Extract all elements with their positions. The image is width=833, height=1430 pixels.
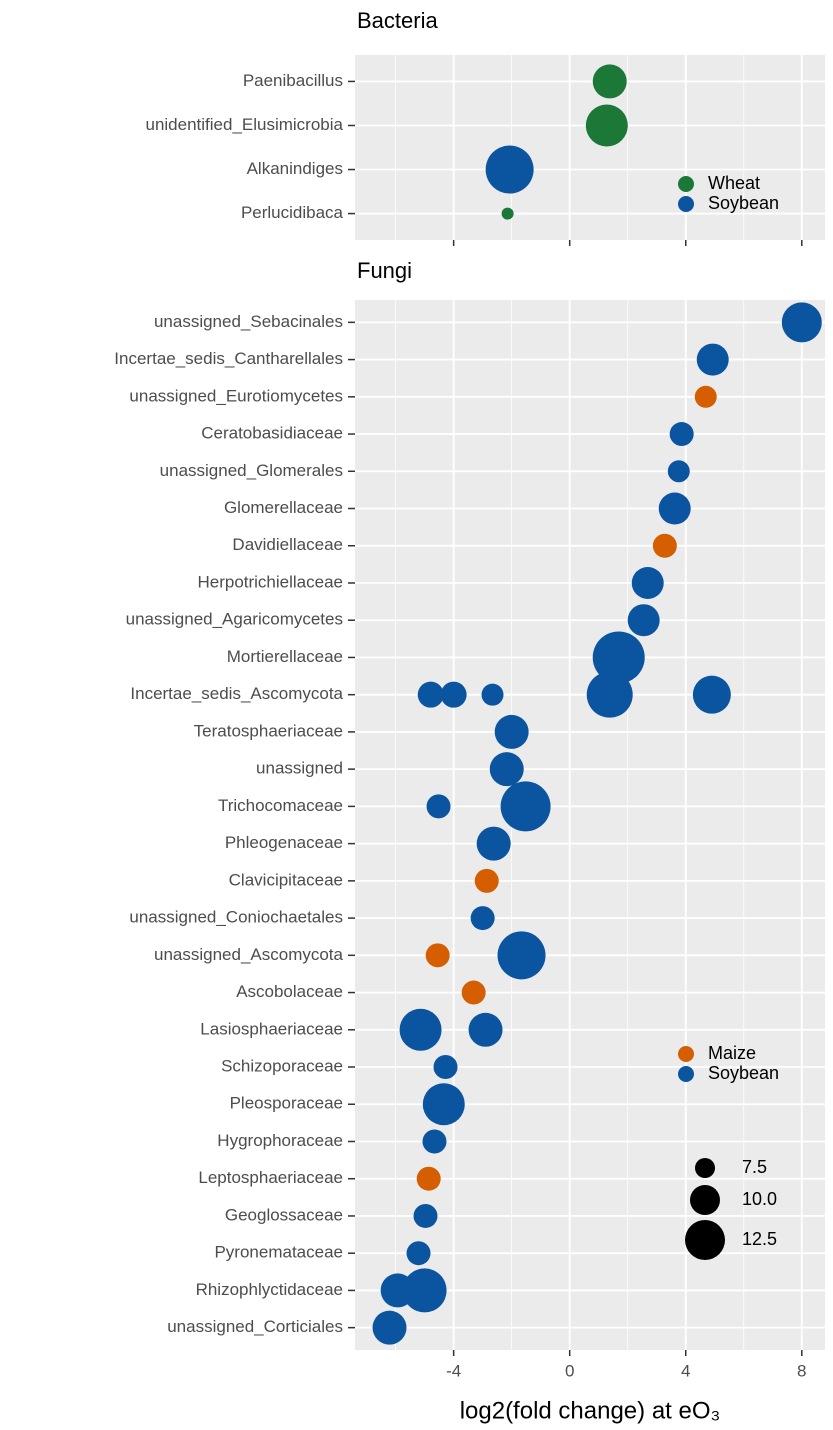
y-tick-label: Hygrophoraceae xyxy=(217,1131,343,1150)
y-tick-label: Schizoporaceae xyxy=(221,1057,343,1076)
bubble xyxy=(422,1129,447,1154)
panel-title: Bacteria xyxy=(357,8,438,33)
bubble xyxy=(692,675,731,714)
size-legend-key xyxy=(695,1158,715,1178)
y-tick-label: Pleosporaceae xyxy=(230,1094,343,1113)
x-tick-label: 8 xyxy=(797,1361,806,1380)
bubble xyxy=(470,906,495,931)
y-tick-label: Ceratobasidiaceae xyxy=(201,424,343,443)
bubble xyxy=(433,1055,458,1080)
y-tick-label: Herpotrichiellaceae xyxy=(197,572,343,591)
y-tick-label: Incertae_sedis_Ascomycota xyxy=(130,684,343,703)
bubble xyxy=(696,343,729,376)
bubble xyxy=(667,460,690,483)
y-tick-label: Phleogenaceae xyxy=(225,833,343,852)
y-tick-label: Geoglossaceae xyxy=(225,1205,343,1224)
bubble xyxy=(406,1241,431,1266)
bubble xyxy=(425,943,450,968)
bubble xyxy=(413,1203,438,1228)
bubble xyxy=(372,1310,407,1345)
legend-key xyxy=(678,1066,694,1082)
bubble xyxy=(494,714,529,749)
legend-label: Soybean xyxy=(708,1063,779,1083)
y-tick-label: Davidiellaceae xyxy=(232,535,343,554)
bubble xyxy=(586,671,633,718)
y-tick-label: Perlucidibaca xyxy=(241,203,344,222)
bubble xyxy=(402,1268,447,1313)
y-tick-label: Ascobolaceae xyxy=(236,982,343,1001)
y-tick-label: Incertae_sedis_Cantharellales xyxy=(114,349,343,368)
bubble xyxy=(631,566,664,599)
bubble xyxy=(468,1012,503,1047)
size-legend-label: 10.0 xyxy=(742,1189,777,1209)
bubble xyxy=(399,1008,442,1051)
legend-label: Wheat xyxy=(708,173,760,193)
bubble xyxy=(440,681,467,708)
legend-key xyxy=(678,176,694,192)
y-tick-label: Glomerellaceae xyxy=(224,498,343,517)
bubble xyxy=(501,207,514,220)
legend-key xyxy=(678,1046,694,1062)
y-tick-label: unassigned_Sebacinales xyxy=(154,312,343,331)
y-tick-label: Alkanindiges xyxy=(247,159,343,178)
y-tick-label: Mortierellaceae xyxy=(227,647,343,666)
y-tick-label: Leptosphaeriaceae xyxy=(198,1168,343,1187)
x-tick-label: 4 xyxy=(681,1361,690,1380)
y-tick-label: Pyronemataceae xyxy=(214,1243,343,1262)
bubble xyxy=(474,868,499,893)
size-legend-key xyxy=(690,1185,720,1215)
bubble xyxy=(669,422,694,447)
y-tick-label: unassigned_Ascomycota xyxy=(154,945,344,964)
y-tick-label: unassigned_Eurotiomycetes xyxy=(129,386,343,405)
bubble xyxy=(481,683,504,706)
bubble xyxy=(422,1083,465,1126)
bubble xyxy=(652,533,677,558)
y-tick-label: Rhizophlyctidaceae xyxy=(196,1280,343,1299)
y-tick-label: unassigned xyxy=(256,759,343,778)
bubble xyxy=(416,1166,441,1191)
legend-label: Soybean xyxy=(708,193,779,213)
size-legend-key xyxy=(685,1220,725,1260)
bubble xyxy=(485,145,534,194)
bubble xyxy=(694,385,717,408)
bubble xyxy=(417,681,444,708)
x-tick-label: 0 xyxy=(565,1361,574,1380)
y-tick-label: unassigned_Coniochaetales xyxy=(129,908,343,927)
bubble xyxy=(426,794,451,819)
bubble xyxy=(658,492,691,525)
y-tick-label: Paenibacillus xyxy=(243,71,343,90)
y-tick-label: unassigned_Agaricomycetes xyxy=(126,610,343,629)
legend-key xyxy=(678,196,694,212)
legend-label: Maize xyxy=(708,1043,756,1063)
y-tick-label: unassigned_Corticiales xyxy=(167,1317,343,1336)
x-axis-title: log2(fold change) at eO₃ xyxy=(460,1397,721,1424)
y-tick-label: unidentified_Elusimicrobia xyxy=(145,115,343,134)
bubble xyxy=(500,781,551,832)
y-tick-label: Clavicipitaceae xyxy=(229,870,343,889)
y-tick-label: Teratosphaeriaceae xyxy=(194,721,343,740)
y-tick-label: unassigned_Glomerales xyxy=(160,461,343,480)
x-tick-label: -4 xyxy=(446,1361,461,1380)
bubble xyxy=(585,104,628,147)
bubble xyxy=(489,752,524,787)
y-tick-label: Lasiosphaeriaceae xyxy=(200,1019,343,1038)
size-legend-label: 7.5 xyxy=(742,1157,767,1177)
panel-background xyxy=(355,55,825,240)
size-legend-label: 12.5 xyxy=(742,1229,777,1249)
bubble xyxy=(476,826,511,861)
panel-title: Fungi xyxy=(357,258,412,283)
bubble xyxy=(781,302,822,343)
bubble xyxy=(592,64,627,99)
y-tick-label: Trichocomaceae xyxy=(218,796,343,815)
bubble xyxy=(497,931,546,980)
bubble xyxy=(461,980,486,1005)
bubble xyxy=(592,631,645,684)
bubble xyxy=(627,604,660,637)
